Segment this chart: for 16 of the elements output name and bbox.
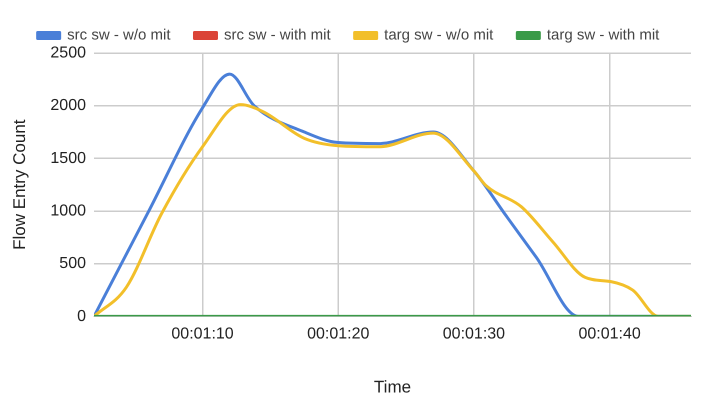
x-tick-label: 00:01:40 (578, 325, 641, 342)
y-tick-label: 1500 (50, 150, 86, 167)
x-axis-title: Time (374, 377, 412, 396)
y-tick-label: 2000 (50, 97, 86, 114)
x-tick-label: 00:01:30 (442, 325, 506, 342)
y-tick-label: 0 (77, 308, 86, 325)
legend-label: targ sw - w/o mit (384, 26, 494, 44)
y-tick-label: 1000 (50, 202, 86, 220)
legend-label: src sw - w/o mit (67, 26, 172, 44)
y-tick-label: 2500 (50, 44, 86, 62)
x-tick-label: 00:01:10 (171, 325, 234, 342)
y-tick-label: 500 (59, 255, 86, 272)
legend-label: targ sw - with mit (546, 26, 660, 44)
legend-label: src sw - with mit (224, 26, 332, 44)
y-axis-title: Flow Entry Count (10, 119, 29, 250)
x-tick-label: 00:01:20 (307, 325, 370, 342)
